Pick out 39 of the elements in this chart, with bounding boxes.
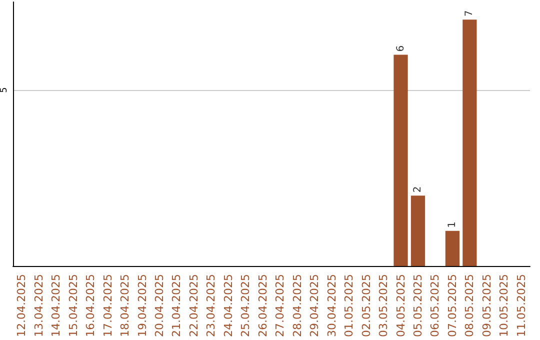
x-tick-label: 14.04.2025 (50, 274, 63, 338)
x-tick-label: 30.04.2025 (325, 274, 338, 338)
bar (445, 230, 460, 266)
x-tick-label: 23.04.2025 (204, 274, 218, 338)
data-label: 2 (412, 186, 424, 193)
y-tick-label: 5 (0, 87, 10, 93)
x-tick-label: 17.04.2025 (101, 274, 114, 338)
x-tick-label: 27.04.2025 (274, 274, 287, 338)
x-tick-label: 01.05.2025 (342, 274, 356, 338)
x-tick-label: 21.04.2025 (170, 274, 184, 338)
x-tick-label: 06.05.2025 (428, 274, 442, 338)
x-tick-label: 08.05.2025 (463, 274, 476, 338)
x-tick-label: 18.04.2025 (118, 274, 132, 338)
x-tick-label: 12.04.2025 (15, 274, 28, 338)
bar (462, 20, 477, 266)
x-tick-label: 05.05.2025 (411, 274, 424, 338)
x-tick-label: 15.04.2025 (66, 274, 80, 338)
bar (410, 196, 426, 266)
x-tick-label: 10.05.2025 (498, 274, 511, 338)
x-tick-label: 24.04.2025 (222, 274, 235, 338)
x-tick-label: 25.04.2025 (239, 274, 252, 338)
x-tick-label: 28.04.2025 (290, 274, 304, 338)
bar (394, 54, 408, 266)
x-tick-label: 22.04.2025 (187, 274, 200, 338)
x-tick-label: 11.05.2025 (514, 274, 528, 338)
x-tick-label: 16.04.2025 (84, 274, 98, 338)
x-tick-label: 13.04.2025 (32, 274, 46, 338)
x-tick-label: 07.05.2025 (446, 274, 459, 338)
x-tick-label: 02.05.2025 (360, 274, 373, 338)
x-tick-label: 20.04.2025 (152, 274, 166, 338)
x-tick-label: 03.05.2025 (377, 274, 390, 338)
data-label: 6 (395, 45, 406, 52)
x-tick-label: 04.05.2025 (394, 274, 408, 338)
x-tick-label: 29.04.2025 (308, 274, 322, 338)
x-tick-label: 09.05.2025 (480, 274, 494, 338)
data-label: 7 (464, 10, 476, 17)
data-label: 1 (446, 221, 458, 228)
x-tick-label: 19.04.2025 (136, 274, 149, 338)
x-tick-label: 26.04.2025 (256, 274, 270, 338)
